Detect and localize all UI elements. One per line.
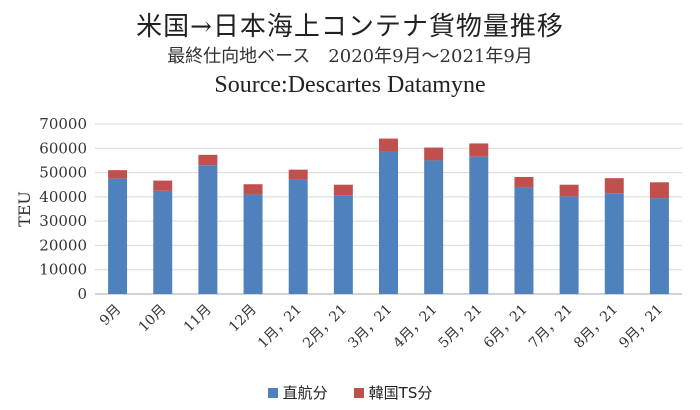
bar-korea-ts	[649, 182, 669, 199]
bar-korea-ts	[108, 170, 128, 179]
x-tick-label: 9月	[97, 302, 125, 330]
chart-subtitle: 最終仕向地ベース 2020年9月～2021年9月	[167, 46, 533, 67]
y-tick-label: 20000	[39, 236, 87, 254]
chart-source: Source:Descartes Datamyne	[214, 72, 486, 98]
x-tick-label: 6月，21	[481, 302, 531, 352]
bar-korea-ts	[379, 138, 398, 152]
bar-direct	[108, 178, 128, 294]
y-tick-label: 60000	[39, 139, 87, 157]
x-tick-label: 11月	[181, 302, 215, 336]
bar-direct	[153, 190, 173, 294]
bar-direct	[559, 196, 579, 294]
bar-direct	[198, 165, 218, 294]
y-tick-label: 40000	[39, 188, 87, 206]
bar-direct	[333, 195, 353, 294]
stacked-bar-chart: 0 10000 20000 30000 40000 50000 60000 70000 TEU 9…	[15, 115, 682, 352]
x-tick-label: 3月，21	[345, 302, 395, 352]
bar-korea-ts	[153, 180, 173, 191]
legend-item-korea-ts: 韓国TS分	[353, 382, 433, 403]
bar-korea-ts	[198, 154, 218, 166]
x-tick-label: 8月，21	[571, 302, 621, 352]
bar-direct	[469, 156, 489, 294]
x-tick-label: 12月	[226, 302, 260, 336]
bar-direct	[243, 194, 263, 294]
bar-direct	[514, 187, 534, 294]
legend-item-direct: 直航分	[267, 382, 328, 403]
bar-korea-ts	[559, 184, 579, 197]
bar-direct	[604, 193, 624, 294]
y-axis-title: TEU	[15, 191, 34, 227]
legend-label-korea-ts: 韓国TS分	[368, 384, 433, 402]
bar-korea-ts	[604, 178, 624, 194]
bar-direct	[379, 151, 398, 294]
y-tick-label: 0	[77, 285, 87, 303]
bar-direct	[288, 179, 308, 294]
legend-swatch-korea-ts	[353, 387, 364, 398]
x-tick-label: 5月，21	[436, 302, 486, 352]
y-tick-label: 10000	[39, 261, 87, 279]
x-tick-label: 1月，21	[255, 302, 305, 352]
x-tick-label: 4月，21	[390, 302, 440, 352]
x-tick-label: 2月，21	[300, 302, 350, 352]
y-tick-label: 70000	[39, 115, 87, 133]
legend-swatch-direct	[267, 387, 278, 398]
y-tick-label: 30000	[39, 212, 87, 230]
y-tick-label: 50000	[39, 164, 87, 182]
bar-korea-ts	[288, 169, 308, 180]
bar-direct	[649, 198, 669, 294]
chart-title: 米国→日本海上コンテナ貨物量推移	[136, 12, 564, 42]
chart-legend: 直航分 韓国TS分	[0, 382, 700, 403]
bar-korea-ts	[424, 147, 444, 161]
x-tick-label: 10月	[136, 302, 170, 336]
bar-korea-ts	[469, 143, 489, 157]
x-tick-label: 9月，21	[616, 302, 666, 352]
x-tick-label: 7月，21	[526, 302, 576, 352]
bar-korea-ts	[333, 184, 353, 196]
bar-korea-ts	[514, 176, 534, 188]
bar-direct	[424, 160, 444, 294]
legend-label-direct: 直航分	[282, 384, 328, 402]
bar-korea-ts	[243, 184, 263, 195]
